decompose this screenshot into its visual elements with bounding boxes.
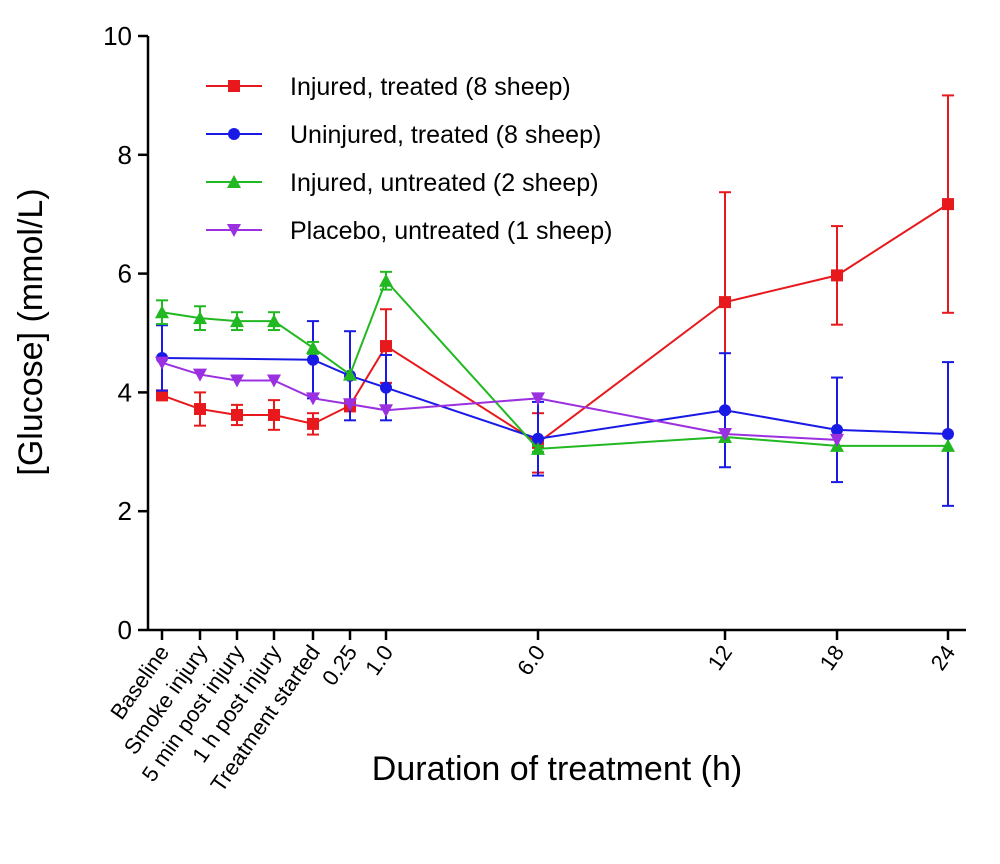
data-point <box>830 433 844 447</box>
data-point <box>193 311 207 325</box>
data-point <box>307 353 319 366</box>
series-line <box>161 361 838 441</box>
data-point <box>267 374 281 388</box>
y-axis-title: [Glucose] (mmol/L) <box>12 188 50 475</box>
series-line <box>161 356 949 440</box>
data-point <box>531 392 545 406</box>
y-tick-label: 2 <box>118 496 132 526</box>
x-tick-label: 18 <box>815 641 850 675</box>
data-point <box>306 340 320 354</box>
legend-label: Uninjured, treated (8 sheep) <box>290 121 601 149</box>
legend-item: Injured, untreated (2 sheep) <box>206 169 599 197</box>
legend-marker <box>227 175 241 188</box>
data-point <box>268 408 280 421</box>
data-point <box>380 381 392 394</box>
x-tick-label: 0.25 <box>317 641 362 690</box>
x-tick-label: 1.0 <box>360 641 398 680</box>
data-point <box>155 356 169 370</box>
data-point <box>532 432 544 445</box>
data-point <box>343 367 357 381</box>
legend-item: Placebo, untreated (1 sheep) <box>206 217 612 245</box>
data-point <box>230 374 244 388</box>
data-point <box>231 408 243 421</box>
legend-label: Injured, untreated (2 sheep) <box>290 169 599 197</box>
data-point <box>193 368 207 382</box>
y-tick-label: 4 <box>118 377 132 407</box>
data-point <box>380 340 392 353</box>
series-line <box>161 278 948 450</box>
data-point <box>343 398 357 412</box>
legend-label: Injured, treated (8 sheep) <box>290 73 571 101</box>
series-1 <box>156 94 954 474</box>
data-point <box>719 404 731 417</box>
data-point <box>942 198 954 211</box>
data-point <box>194 403 206 416</box>
legend-marker <box>228 128 240 140</box>
data-point <box>942 427 954 440</box>
legend-item: Uninjured, treated (8 sheep) <box>206 121 601 149</box>
x-axis-title: Duration of treatment (h) <box>372 750 742 788</box>
data-point <box>831 423 843 436</box>
data-point <box>307 417 319 430</box>
legend-label: Placebo, untreated (1 sheep) <box>290 217 612 245</box>
data-point <box>379 404 393 418</box>
data-point <box>718 427 732 441</box>
data-point <box>156 389 168 402</box>
y-tick-label: 10 <box>103 21 132 51</box>
y-tick-label: 6 <box>118 259 132 289</box>
data-point <box>267 314 281 328</box>
data-point <box>379 273 393 287</box>
data-point <box>230 314 244 328</box>
data-point <box>719 296 731 309</box>
y-tick-label: 0 <box>118 615 132 645</box>
x-tick-label: 24 <box>926 641 961 675</box>
legend-item: Injured, treated (8 sheep) <box>206 73 571 101</box>
series-3 <box>155 270 955 455</box>
legend-marker <box>227 224 241 237</box>
x-tick-label: 6.0 <box>512 641 550 680</box>
data-point <box>831 269 843 282</box>
series-layer <box>155 94 955 507</box>
y-tick-label: 8 <box>118 140 132 170</box>
data-point <box>941 438 955 452</box>
data-point <box>155 305 169 319</box>
legend: Injured, treated (8 sheep) Uninjured, tre… <box>206 73 612 245</box>
legend-marker <box>228 80 240 92</box>
x-tick-label: 12 <box>703 641 738 675</box>
series-4 <box>155 356 844 447</box>
data-point <box>306 392 320 406</box>
data-point <box>531 441 545 455</box>
